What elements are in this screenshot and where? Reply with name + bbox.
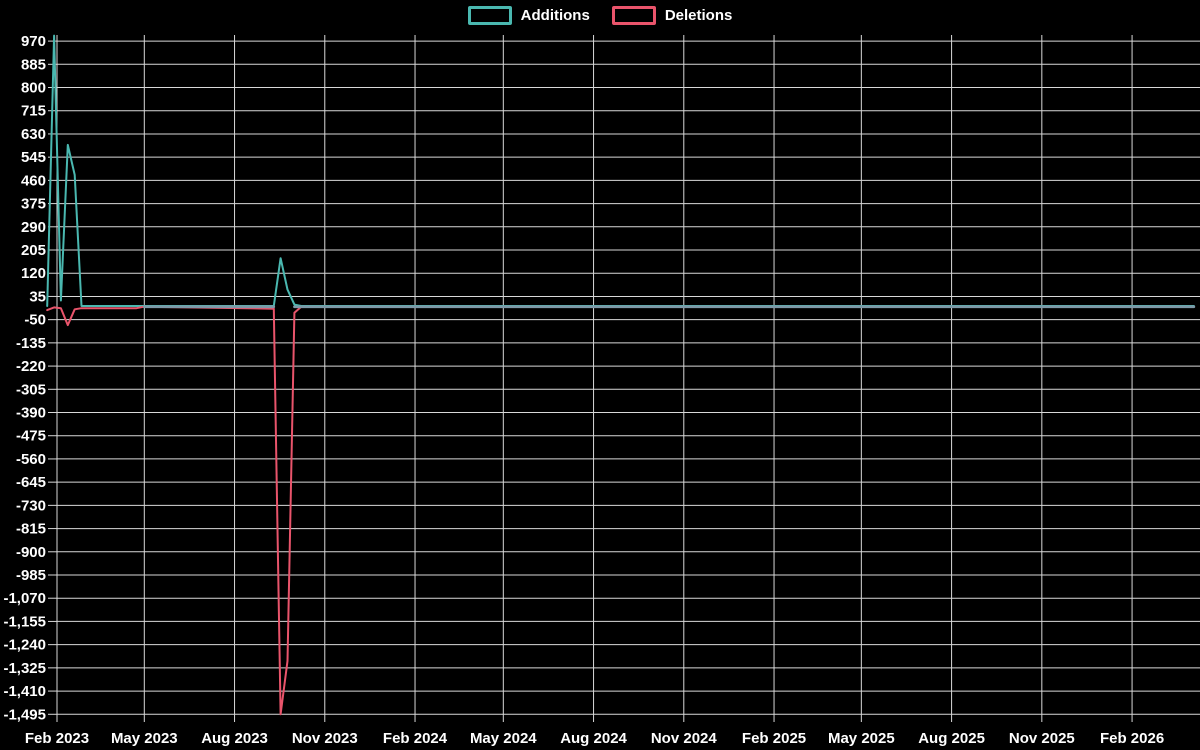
y-tick-label: -1,070 xyxy=(3,590,46,607)
y-tick-label: 545 xyxy=(21,149,46,166)
y-tick-label: 800 xyxy=(21,80,46,97)
x-tick-label: Feb 2025 xyxy=(742,730,806,747)
chart-legend: Additions Deletions xyxy=(0,6,1200,25)
y-tick-label: -1,240 xyxy=(3,637,46,654)
x-tick-label: Feb 2023 xyxy=(25,730,89,747)
y-tick-label: 630 xyxy=(21,126,46,143)
y-tick-label: -900 xyxy=(16,544,46,561)
x-tick-label: Feb 2024 xyxy=(383,730,448,747)
y-tick-label: 885 xyxy=(21,56,46,73)
y-tick-label: -560 xyxy=(16,451,46,468)
legend-label-deletions: Deletions xyxy=(664,7,733,24)
y-tick-label: 460 xyxy=(21,172,46,189)
y-tick-label: -645 xyxy=(16,474,46,491)
y-tick-label: 290 xyxy=(21,219,46,236)
y-tick-label: -1,155 xyxy=(3,613,46,630)
y-tick-label: 205 xyxy=(21,242,46,259)
y-tick-label: -730 xyxy=(16,497,46,514)
legend-item-additions[interactable]: Additions xyxy=(467,6,590,25)
y-tick-label: -985 xyxy=(16,567,46,584)
y-tick-label: 35 xyxy=(29,288,46,305)
x-tick-label: Aug 2025 xyxy=(918,730,985,747)
y-tick-label: -50 xyxy=(24,312,46,329)
x-tick-label: Nov 2023 xyxy=(292,730,358,747)
y-tick-label: -815 xyxy=(16,521,46,538)
x-tick-label: Nov 2024 xyxy=(651,730,718,747)
y-tick-label: -390 xyxy=(16,405,46,422)
deletions-swatch-icon xyxy=(611,6,656,25)
y-tick-label: 375 xyxy=(21,196,46,213)
y-tick-label: 715 xyxy=(21,103,46,120)
x-tick-label: Nov 2025 xyxy=(1009,730,1075,747)
x-tick-label: Feb 2026 xyxy=(1100,730,1164,747)
additions-swatch-icon xyxy=(467,6,512,25)
y-tick-label: -305 xyxy=(16,381,46,398)
y-tick-label: -220 xyxy=(16,358,46,375)
x-tick-label: Aug 2023 xyxy=(201,730,268,747)
y-tick-label: 120 xyxy=(21,265,46,282)
legend-item-deletions[interactable]: Deletions xyxy=(611,6,733,25)
additions-line xyxy=(46,34,1195,307)
x-tick-label: Aug 2024 xyxy=(560,730,627,747)
y-tick-label: -1,410 xyxy=(3,683,46,700)
x-tick-label: May 2025 xyxy=(828,730,895,747)
y-tick-label: 970 xyxy=(21,33,46,50)
y-tick-label: -1,325 xyxy=(3,660,46,677)
legend-label-additions: Additions xyxy=(520,7,590,24)
y-tick-label: -1,495 xyxy=(3,706,46,723)
x-tick-label: May 2024 xyxy=(470,730,537,747)
y-tick-label: -135 xyxy=(16,335,46,352)
x-tick-label: May 2023 xyxy=(111,730,178,747)
deletions-line xyxy=(46,305,1195,716)
y-tick-label: -475 xyxy=(16,428,46,445)
